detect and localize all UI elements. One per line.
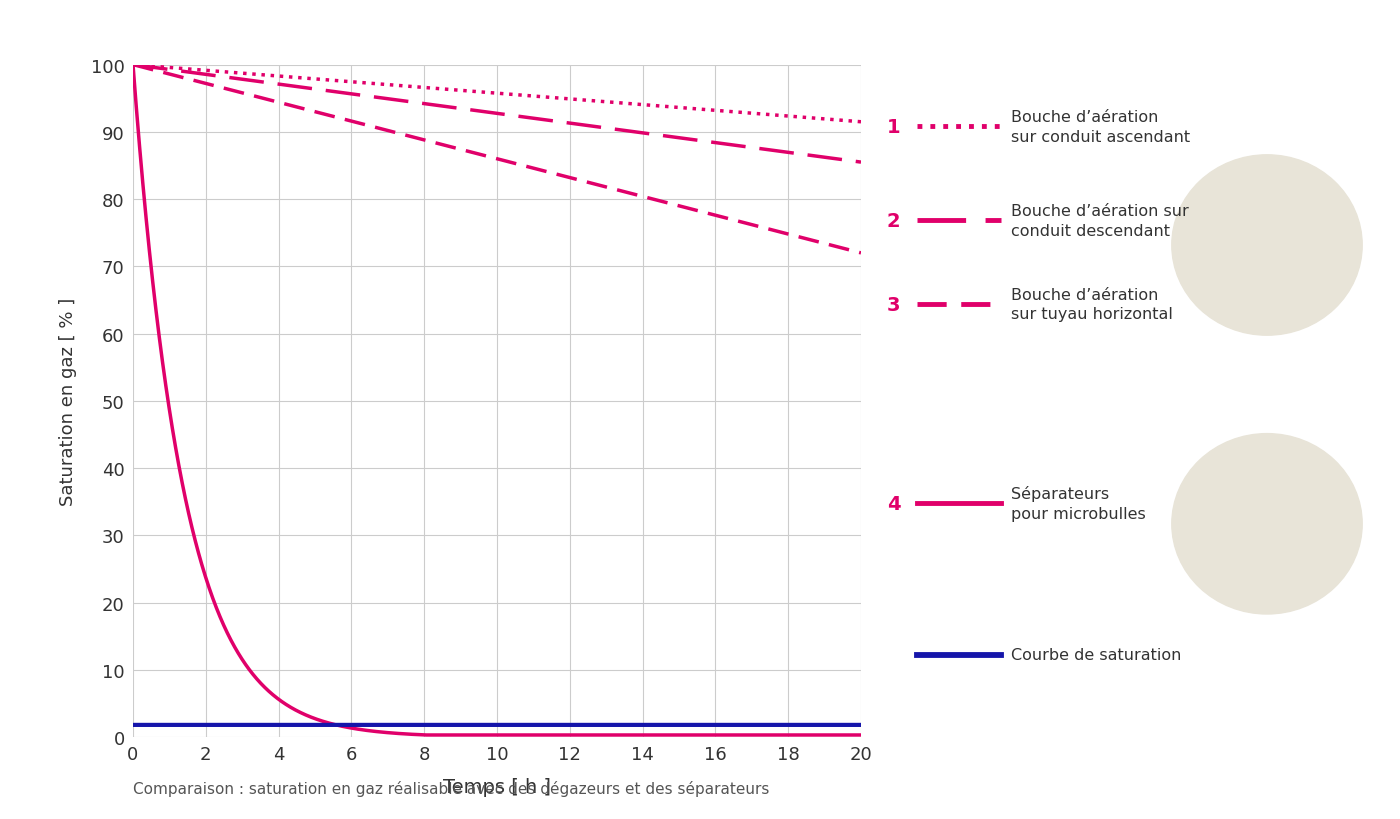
- Text: 1: 1: [886, 117, 900, 137]
- Text: 3: 3: [886, 295, 900, 314]
- Y-axis label: Saturation en gaz [ % ]: Saturation en gaz [ % ]: [59, 297, 77, 505]
- Text: 2: 2: [886, 211, 900, 231]
- Text: Courbe de saturation: Courbe de saturation: [1011, 648, 1182, 663]
- Text: Comparaison : saturation en gaz réalisable avec des dégazeurs et des séparateurs: Comparaison : saturation en gaz réalisab…: [133, 780, 770, 796]
- Text: 4: 4: [886, 494, 900, 514]
- Text: Bouche d’aération
sur conduit ascendant: Bouche d’aération sur conduit ascendant: [1011, 110, 1190, 144]
- Text: Bouche d’aération
sur tuyau horizontal: Bouche d’aération sur tuyau horizontal: [1011, 287, 1173, 322]
- Text: Séparateurs
pour microbulles: Séparateurs pour microbulles: [1011, 486, 1145, 522]
- X-axis label: Temps [ h ]: Temps [ h ]: [442, 777, 552, 796]
- Text: Bouche d’aération sur
conduit descendant: Bouche d’aération sur conduit descendant: [1011, 204, 1189, 238]
